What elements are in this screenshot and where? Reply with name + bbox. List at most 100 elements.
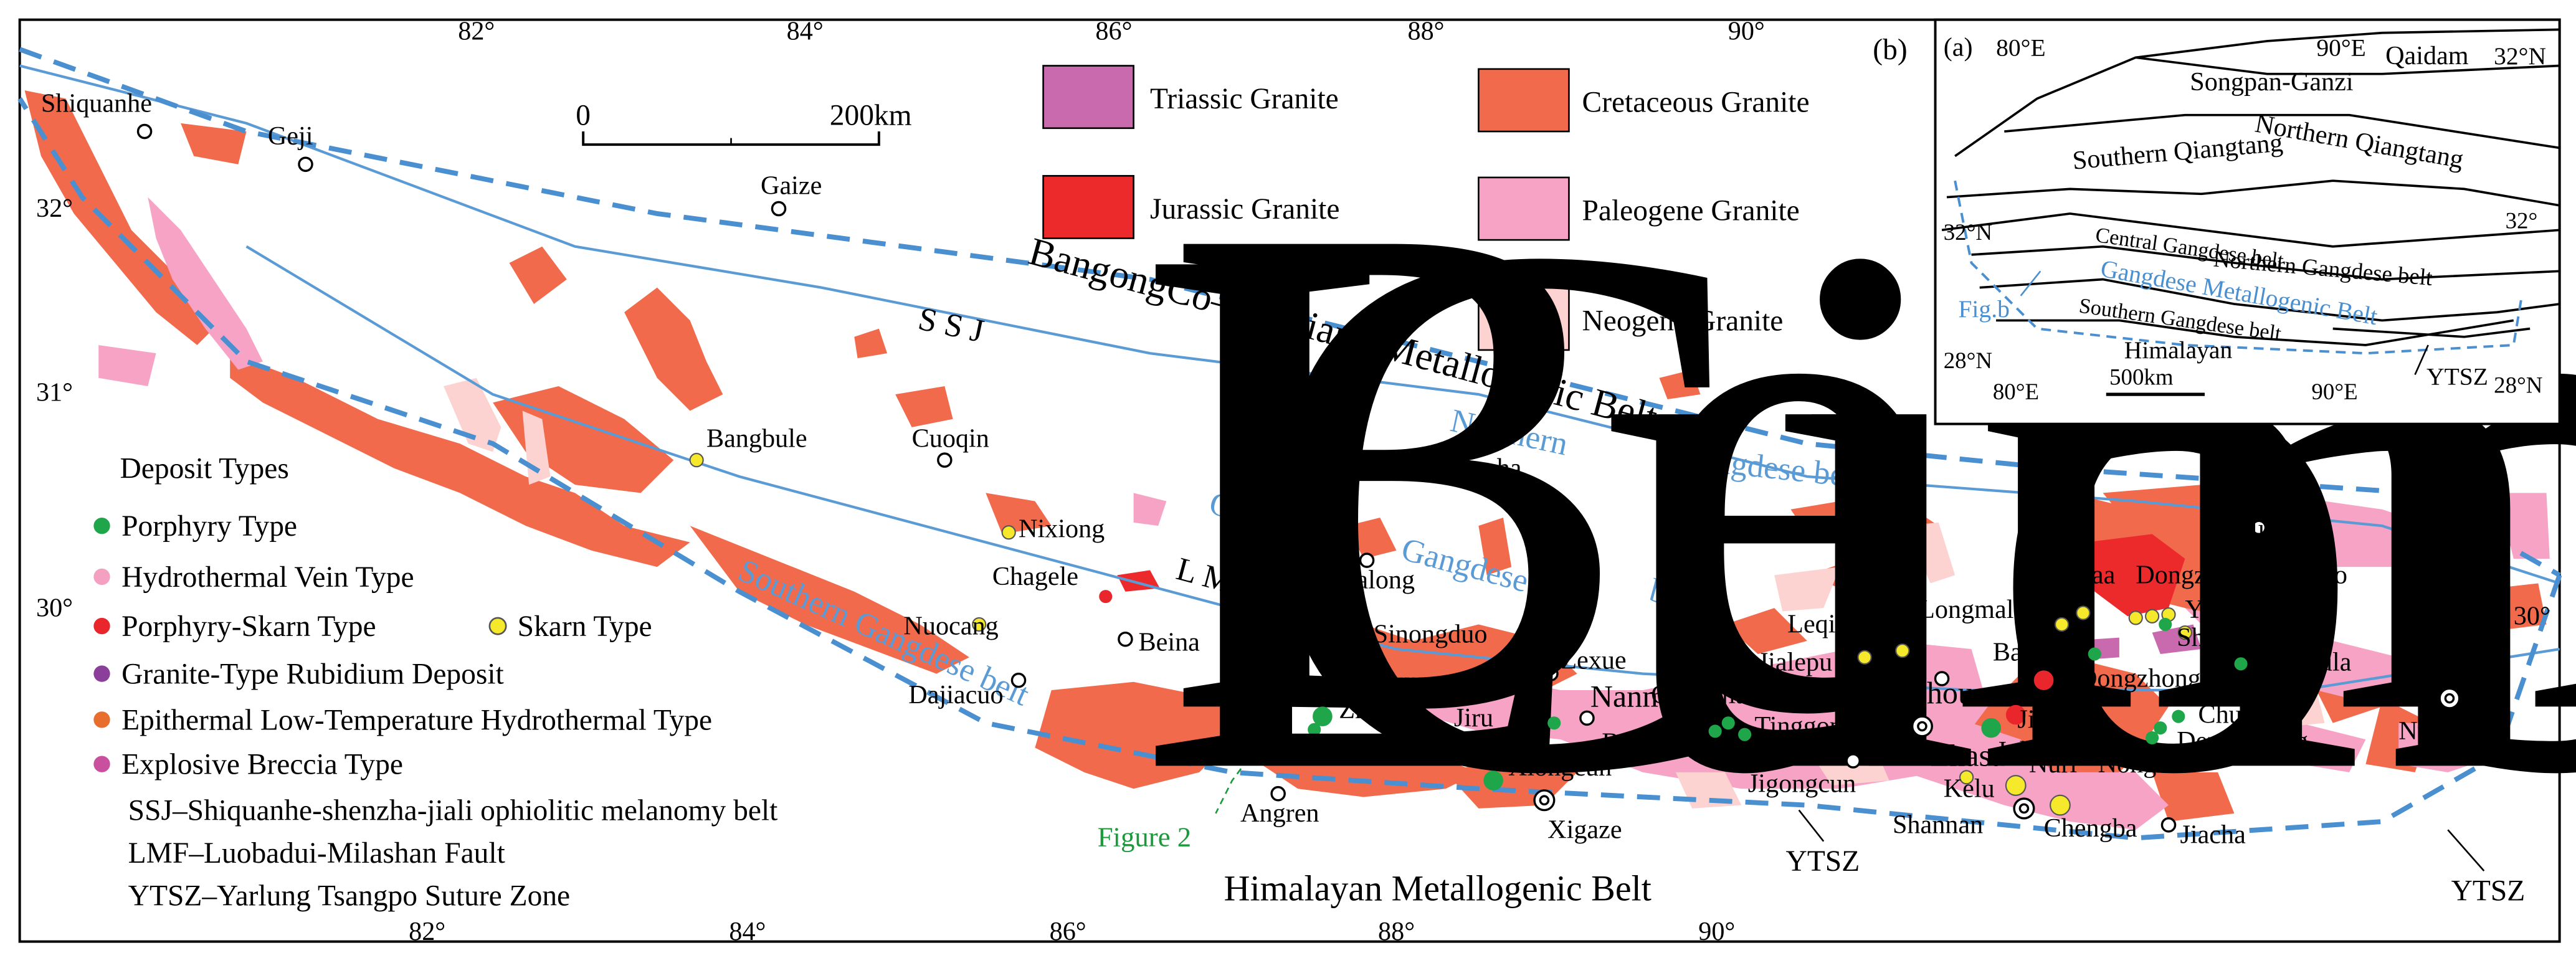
place-name: Geji: [268, 121, 313, 151]
granite-body: [986, 493, 1052, 534]
place-name: Chengba: [2044, 813, 2137, 843]
town-marker: [1270, 785, 1286, 802]
legend-swatch: [1042, 174, 1134, 239]
place-name: Nuocang: [903, 611, 998, 640]
town-marker: [937, 452, 953, 468]
inset-boundary: [2332, 327, 2531, 338]
granite-body: [2497, 493, 2550, 559]
town-marker: [136, 123, 153, 140]
deposit-marker: [2177, 625, 2192, 640]
legend-label: Porphyry Type: [121, 510, 297, 543]
legend-label: Jurassic Granite: [1150, 193, 1339, 225]
place-name: Chuibaizi: [2198, 700, 2300, 729]
legend-label: Cretaceous Granite: [1582, 86, 1810, 118]
town-marker: [1513, 475, 1529, 491]
legend-title: Deposit Types: [120, 453, 289, 485]
granite-body: [1478, 517, 1512, 576]
granite-body: [1281, 599, 1577, 699]
city-marker: [2444, 693, 2455, 704]
arrow: [2447, 829, 2485, 872]
legend-marker: [93, 711, 110, 728]
place-name: Linzhou: [1870, 675, 1974, 710]
inset-label: 32°: [2506, 208, 2538, 234]
place-name: Demingding: [2177, 726, 2308, 756]
place-name: Julong: [1996, 736, 2066, 766]
deposit-marker: [2159, 617, 2172, 632]
label: (b): [1873, 34, 1907, 66]
granite-body: [690, 526, 969, 674]
place-name: Cuoqin: [912, 424, 989, 453]
deposit-marker: [2033, 670, 2054, 690]
place-name: Sinongduo: [1374, 619, 1488, 648]
granite-body: [2267, 493, 2431, 567]
inset-boundary: [1946, 179, 2560, 207]
granite-body: [624, 287, 723, 411]
legend-label: Neogene Granite: [1582, 305, 1784, 337]
deposit-marker: [972, 617, 987, 632]
label: 30°: [36, 593, 73, 622]
label: 84°: [729, 917, 766, 946]
town-marker: [298, 156, 313, 173]
town-marker: [2160, 817, 2177, 833]
legend-label: Triassic Granite: [1150, 83, 1339, 115]
place-name: Jiru: [1454, 703, 1493, 733]
deposit-marker: [2050, 794, 2071, 816]
place-name: Nongruri: [2098, 749, 2195, 779]
city-marker: [1917, 721, 1927, 732]
city-marker: [2018, 803, 2030, 814]
place-name: Jiama: [2017, 705, 2079, 734]
place-name: Nuri: [2029, 749, 2077, 779]
town-marker: [1934, 671, 1950, 686]
legend-marker: [93, 665, 110, 682]
place-name: Yaguila: [2185, 595, 2266, 624]
place-name: Narusongduo: [1377, 670, 1483, 691]
ssj-line: [19, 64, 2560, 585]
deposit-marker: [1857, 650, 1872, 665]
legend-marker: [93, 517, 110, 534]
legend-swatch: [1042, 65, 1134, 130]
granite-body: [148, 197, 263, 370]
inset-boundary: [1954, 28, 2560, 158]
granite-body: [895, 386, 953, 427]
inset-boundary: [1941, 212, 2560, 248]
place-name: Zexue: [1561, 646, 1626, 675]
place-name: Lhasa: [1931, 737, 2005, 772]
place-name: Xiongcun: [1508, 752, 1612, 782]
deposit-marker: [2154, 721, 2167, 735]
deposit-marker: [2005, 775, 2027, 796]
inset-label: YTSZ: [2426, 363, 2488, 390]
deposit-marker: [2054, 617, 2070, 632]
place-name: Chongjiang: [1651, 680, 1774, 709]
legend-label: Epithermal Low-Temperature Hydrothermal …: [121, 704, 712, 736]
granite-body: [1035, 681, 1249, 789]
place-name: Zhunuo: [1339, 695, 1420, 724]
place-name: Nyingchi: [2398, 716, 2496, 746]
deposit-marker: [689, 453, 704, 468]
place-name: Tangbula: [2254, 647, 2352, 676]
label: 32°: [36, 194, 73, 223]
inset-label: 32°N: [2494, 42, 2546, 70]
legend-label: LMF–Luobadui-Milashan Fault: [128, 837, 505, 870]
granite-body: [2152, 772, 2235, 822]
place-name: Dongzhongsongduo: [2136, 561, 2347, 590]
place-name: Bangpu: [1993, 638, 2075, 667]
granite-body: [1889, 706, 2169, 830]
deposit-marker: [1738, 728, 1752, 741]
legend-marker: [93, 617, 110, 635]
deposit-marker: [1521, 663, 1535, 677]
legend-swatch: [1478, 176, 1570, 241]
deposit-marker: [1483, 771, 1503, 790]
granite-body: [1790, 493, 1939, 543]
deposit-marker: [1308, 723, 1321, 736]
granite-body: [444, 377, 501, 452]
inset-boundary: [1979, 278, 2560, 322]
deposit-marker: [1721, 716, 1735, 730]
town-marker: [771, 201, 787, 217]
label: 31°: [36, 378, 73, 407]
label: 88°: [1378, 917, 1415, 946]
granite-body: [493, 386, 674, 493]
inset-boundary: [1996, 319, 2514, 346]
granite-body: [1906, 522, 1956, 584]
inset-label: Himalayan: [2124, 336, 2233, 364]
